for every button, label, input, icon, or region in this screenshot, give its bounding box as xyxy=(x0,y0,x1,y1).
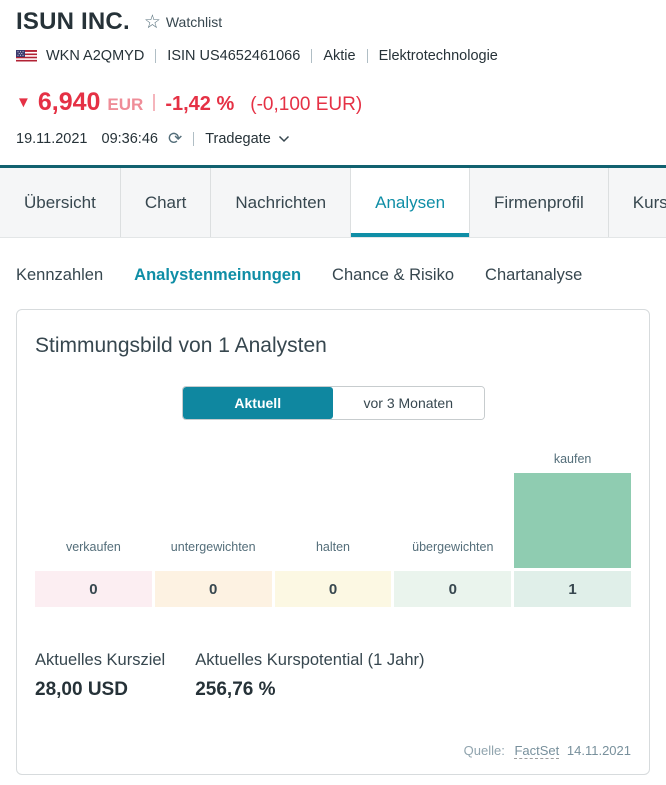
kurspotential-metric: Aktuelles Kurspotential (1 Jahr) 256,76 … xyxy=(195,651,424,701)
subnav-analystenmeinungen[interactable]: Analystenmeinungen xyxy=(134,266,302,284)
quote-row: ▼ 6,940 EUR -1,42 % (-0,100 EUR) xyxy=(16,88,650,117)
chart-column-kaufen: kaufen xyxy=(514,452,631,568)
page-title: ISUN INC. xyxy=(16,8,130,35)
separator xyxy=(155,49,157,63)
card-title: Stimmungsbild von 1 Analysten xyxy=(35,334,327,357)
tab-nachrichten[interactable]: Nachrichten xyxy=(211,168,352,237)
source-line: Quelle: FactSet 14.11.2021 xyxy=(35,743,631,759)
kaufen-bar xyxy=(514,473,631,568)
category-label: halten xyxy=(315,540,351,554)
analyst-sentiment-card: Stimmungsbild von 1 Analysten Aktuell vo… xyxy=(16,309,650,775)
current-price: 6,940 xyxy=(37,88,101,116)
kurspotential-label: Aktuelles Kurspotential (1 Jahr) xyxy=(195,651,425,669)
toggle-vor-3-monaten-button[interactable]: vor 3 Monaten xyxy=(333,387,484,419)
exchange-label: Tradegate xyxy=(205,130,271,147)
value-cell-uebergewichten: 0 xyxy=(394,571,512,607)
stock-meta: WKN A2QMYD ISIN US4652461066 Aktie Elekt… xyxy=(16,48,650,64)
currency-label: EUR xyxy=(107,95,144,114)
category-label: verkaufen xyxy=(65,540,121,554)
value-cell-kaufen: 1 xyxy=(514,571,631,607)
instrument-type: Aktie xyxy=(323,48,356,64)
quote-time: 09:36:46 xyxy=(101,130,158,147)
chart-column-halten: halten xyxy=(275,540,392,568)
subnav-kennzahlen[interactable]: Kennzahlen xyxy=(16,266,104,284)
main-tabs: Übersicht Chart Nachrichten Analysen Fir… xyxy=(0,165,666,238)
sector-label: Elektrotechnologie xyxy=(378,48,498,64)
value-cell-halten: 0 xyxy=(274,571,392,607)
kursziel-metric: Aktuelles Kursziel 28,00 USD xyxy=(35,651,165,701)
rating-bar-chart: verkaufen untergewichten halten übergewi… xyxy=(35,448,631,568)
metrics-row: Aktuelles Kursziel 28,00 USD Aktuelles K… xyxy=(35,651,631,701)
kursziel-label: Aktuelles Kursziel xyxy=(35,651,166,669)
watchlist-button[interactable]: ☆ Watchlist xyxy=(144,13,222,32)
exchange-selector[interactable]: Tradegate xyxy=(205,131,290,147)
source-date: 14.11.2021 xyxy=(566,743,631,758)
subnav-chartanalyse[interactable]: Chartanalyse xyxy=(485,266,583,284)
source-provider-link[interactable]: FactSet xyxy=(514,743,560,759)
category-label: übergewichten xyxy=(412,540,494,554)
category-label: kaufen xyxy=(553,452,592,466)
period-toggle: Aktuell vor 3 Monaten xyxy=(181,386,485,420)
rating-values-row: 0 0 0 0 1 xyxy=(35,571,631,607)
tab-analysen[interactable]: Analysen xyxy=(351,168,471,237)
refresh-icon[interactable]: ⟳ xyxy=(167,129,183,148)
stock-header: ISUN INC. ☆ Watchlist xyxy=(0,0,666,147)
chart-column-verkaufen: verkaufen xyxy=(35,540,152,568)
tab-kurse[interactable]: Kurse xyxy=(609,168,666,237)
category-label: untergewichten xyxy=(170,540,256,554)
tab-chart[interactable]: Chart xyxy=(121,168,212,237)
star-icon: ☆ xyxy=(143,11,161,33)
toggle-aktuell-button[interactable]: Aktuell xyxy=(182,387,333,419)
kursziel-value: 28,00 USD xyxy=(35,679,128,700)
separator xyxy=(153,94,156,111)
down-arrow-icon: ▼ xyxy=(16,94,31,111)
quote-date: 19.11.2021 xyxy=(16,130,88,147)
separator xyxy=(366,49,368,63)
sub-navigation: Kennzahlen Analystenmeinungen Chance & R… xyxy=(0,238,666,301)
tab-uebersicht[interactable]: Übersicht xyxy=(0,168,121,237)
quote-time-row: 19.11.2021 09:36:46 ⟳ Tradegate xyxy=(16,130,650,147)
wkn-value: WKN A2QMYD xyxy=(46,48,145,64)
isin-value: ISIN US4652461066 xyxy=(167,48,301,64)
value-cell-verkaufen: 0 xyxy=(35,571,152,607)
chart-column-untergewichten: untergewichten xyxy=(155,540,272,568)
change-absolute: (-0,100 EUR) xyxy=(250,94,363,115)
watchlist-label: Watchlist xyxy=(165,14,223,30)
separator xyxy=(311,49,313,63)
subnav-chance-risiko[interactable]: Chance & Risiko xyxy=(332,266,455,284)
separator xyxy=(193,131,195,146)
change-percent: -1,42 % xyxy=(165,93,235,115)
chart-column-uebergewichten: übergewichten xyxy=(394,540,511,568)
source-label: Quelle: xyxy=(463,743,505,758)
value-cell-untergewichten: 0 xyxy=(154,571,272,607)
tab-firmenprofil[interactable]: Firmenprofil xyxy=(470,168,609,237)
chevron-down-icon xyxy=(278,135,289,142)
us-flag-icon xyxy=(16,49,37,63)
kurspotential-value: 256,76 % xyxy=(195,679,276,700)
